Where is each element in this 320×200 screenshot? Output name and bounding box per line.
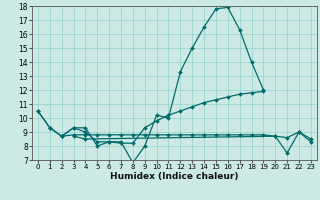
X-axis label: Humidex (Indice chaleur): Humidex (Indice chaleur) — [110, 172, 239, 181]
